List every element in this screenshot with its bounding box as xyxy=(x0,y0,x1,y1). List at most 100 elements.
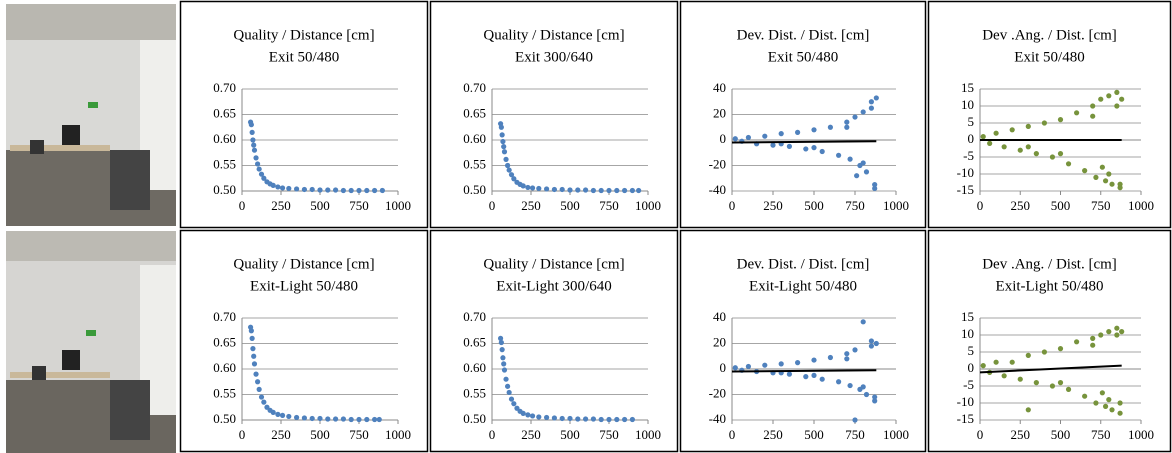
y-tick-label: 0 xyxy=(720,360,727,375)
y-tick-label: 0.60 xyxy=(213,360,236,375)
scatter-point xyxy=(636,187,642,194)
y-tick-label: -20 xyxy=(709,385,726,400)
scatter-point xyxy=(873,340,879,347)
scatter-point xyxy=(250,346,256,352)
x-tick-label: 0 xyxy=(977,427,984,442)
scatter-point xyxy=(987,140,993,146)
scatter-point xyxy=(590,187,596,194)
scatter-point xyxy=(811,145,817,151)
chart-title: Dev .Ang. / Dist. [cm] xyxy=(982,256,1117,272)
scatter-point xyxy=(1106,397,1112,403)
x-tick-label: 1000 xyxy=(1128,198,1154,213)
scatter-point xyxy=(1025,123,1031,129)
scatter-point xyxy=(500,138,506,145)
scatter-point xyxy=(786,143,792,149)
y-tick-label: 0.70 xyxy=(213,309,236,324)
scatter-point xyxy=(1119,96,1125,102)
x-tick-label: 500 xyxy=(560,427,580,442)
scatter-point xyxy=(1090,342,1096,348)
scatter-point xyxy=(501,149,508,155)
x-tick-label: 0 xyxy=(729,198,736,213)
scatter-point xyxy=(778,361,784,367)
scatter-point xyxy=(376,416,382,423)
scatter-point xyxy=(1106,93,1112,99)
scatter-point xyxy=(873,95,879,101)
y-tick-label: 10 xyxy=(961,326,974,341)
scatter-point xyxy=(622,416,628,423)
trend-line xyxy=(731,369,877,373)
scatter-point xyxy=(1119,329,1125,335)
scatter-point xyxy=(622,187,628,194)
x-tick-label: 500 xyxy=(310,427,330,442)
photo-bottom xyxy=(6,231,176,453)
scatter-point xyxy=(503,156,509,162)
scatter-point xyxy=(1049,383,1056,389)
scatter-point xyxy=(1017,147,1023,153)
x-tick-label: 750 xyxy=(845,427,865,442)
scatter-point xyxy=(498,124,504,130)
scatter-point xyxy=(506,167,512,173)
scatter-point xyxy=(1098,96,1104,102)
scatter-point xyxy=(614,416,620,423)
y-tick-label: 0.50 xyxy=(463,182,486,197)
scatter-point xyxy=(980,363,986,369)
x-tick-label: 250 xyxy=(763,198,783,213)
scatter-point xyxy=(819,148,825,155)
scatter-point xyxy=(575,416,581,422)
y-tick-label: 0.55 xyxy=(213,385,236,400)
y-tick-label: 0 xyxy=(720,131,727,146)
scatter-point xyxy=(253,371,259,377)
scatter-point xyxy=(275,411,281,417)
scatter-point xyxy=(251,142,257,148)
scatter-point xyxy=(854,173,860,179)
scatter-point xyxy=(356,416,362,423)
scatter-point xyxy=(499,132,505,138)
scatter-point xyxy=(251,361,258,367)
scatter-point xyxy=(508,172,515,178)
scatter-point xyxy=(497,335,504,341)
x-tick-label: 250 xyxy=(521,198,541,213)
y-tick-label: 40 xyxy=(713,309,726,324)
scatter-point xyxy=(732,136,738,142)
scatter-point xyxy=(732,365,738,371)
x-tick-label: 250 xyxy=(1011,427,1031,442)
scatter-point xyxy=(508,396,515,402)
y-tick-label: 0.65 xyxy=(463,105,486,120)
scatter-point xyxy=(511,401,517,407)
scatter-point xyxy=(1117,181,1123,187)
scatter-point xyxy=(501,144,507,150)
scatter-point xyxy=(551,415,557,421)
scatter-point xyxy=(1098,332,1104,338)
x-tick-label: 500 xyxy=(804,427,824,442)
scatter-point xyxy=(1009,127,1015,133)
scatter-point xyxy=(803,146,809,152)
scatter-point xyxy=(1074,110,1080,116)
scatter-point xyxy=(258,394,265,400)
scatter-point xyxy=(551,186,557,193)
scatter-point xyxy=(501,367,508,373)
y-tick-label: 0.65 xyxy=(463,334,486,349)
scatter-point xyxy=(372,416,378,423)
scatter-point xyxy=(1114,89,1120,95)
scatter-point xyxy=(301,415,307,421)
scatter-point xyxy=(795,129,801,135)
scatter-point xyxy=(248,328,254,334)
panel-border xyxy=(927,0,1172,229)
scatter-point xyxy=(868,338,874,344)
scatter-point xyxy=(340,187,346,194)
scatter-point xyxy=(279,185,286,191)
scatter-point xyxy=(270,182,276,188)
scatter-point xyxy=(762,362,768,368)
panel-border xyxy=(927,229,1172,453)
x-tick-label: 500 xyxy=(1051,198,1071,213)
scatter-point xyxy=(1025,144,1031,150)
scatter-point xyxy=(629,416,635,423)
scatter-point xyxy=(364,187,370,194)
scatter-point xyxy=(847,156,853,162)
scatter-point xyxy=(506,389,512,396)
y-tick-label: 0 xyxy=(968,360,975,375)
x-tick-label: 500 xyxy=(804,198,824,213)
scatter-point xyxy=(868,105,874,111)
scatter-point xyxy=(525,412,531,418)
